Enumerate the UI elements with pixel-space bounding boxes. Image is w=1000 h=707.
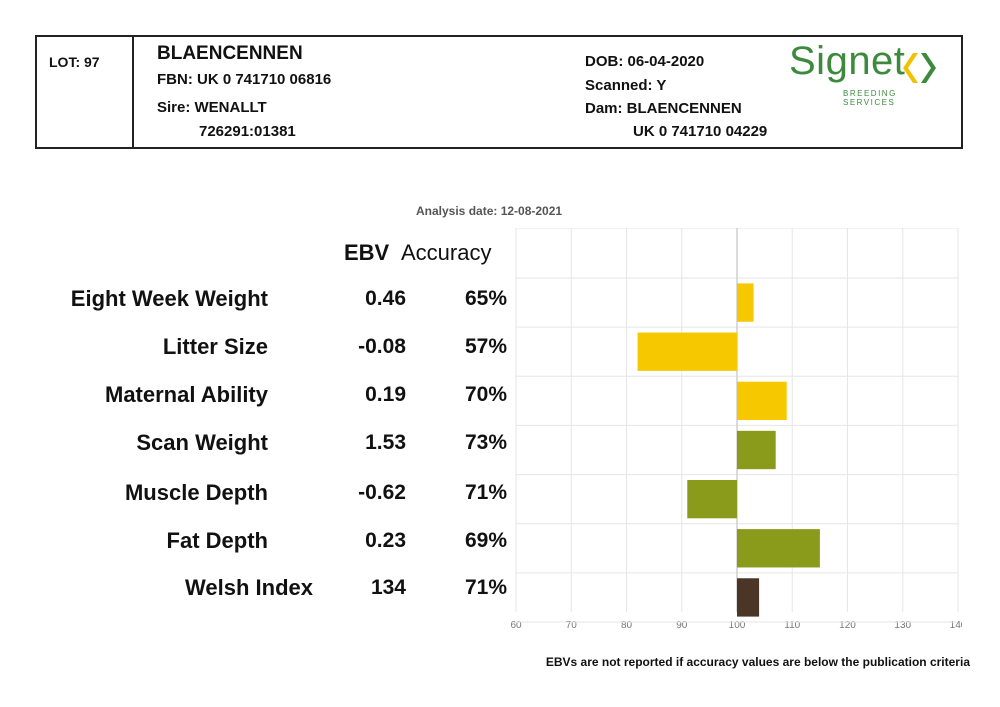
x-tick-label: 130	[894, 620, 911, 631]
ebv-column-header: EBV	[344, 240, 390, 265]
trait-label: Welsh Index	[185, 575, 313, 600]
accuracy-value: 69%	[464, 529, 507, 552]
accuracy-value: 57%	[464, 335, 507, 358]
trait-label: Muscle Depth	[124, 480, 268, 505]
x-tick-label: 70	[566, 620, 578, 631]
trait-label: Scan Weight	[136, 430, 268, 455]
lot-number: LOT: 97	[49, 54, 100, 70]
bar-welsh-index	[737, 578, 760, 617]
logo-subtitle: BREEDING SERVICES	[843, 89, 897, 107]
ebv-value: 134	[370, 576, 406, 599]
ebv-value: 0.23	[365, 529, 406, 552]
x-tick-label: 140	[950, 620, 962, 631]
analysis-date: Analysis date: 12-08-2021	[416, 204, 563, 218]
x-tick-label: 120	[839, 620, 856, 631]
x-tick-label: 110	[784, 620, 800, 631]
footnote: EBVs are not reported if accuracy values…	[545, 655, 970, 669]
header-box: LOT: 97 BLAENCENNEN FBN: UK 0 741710 068…	[35, 35, 963, 149]
ebv-value: 0.46	[365, 287, 406, 310]
signet-logo: Signet BREEDING SERVICES	[789, 39, 949, 107]
bar-maternal-ability	[737, 381, 787, 421]
ebv-bar-chart: 60 70 80 90 100 110 120 130 140	[510, 228, 962, 631]
accuracy-value: 71%	[464, 576, 507, 599]
dam-id: UK 0 741710 04229	[633, 123, 768, 140]
bar-scan-weight	[737, 430, 776, 470]
accuracy-column-header: Accuracy	[401, 240, 492, 265]
ebv-value: -0.08	[358, 335, 406, 358]
accuracy-value: 73%	[464, 431, 507, 454]
sire-id: 726291:01381	[199, 123, 296, 140]
bar-fat-depth	[737, 529, 820, 568]
accuracy-value: 70%	[464, 383, 507, 406]
bar-eight-week-weight	[737, 283, 754, 322]
x-tick-label: 60	[510, 620, 522, 631]
x-tick-label: 90	[676, 620, 688, 631]
accuracy-value: 71%	[464, 481, 507, 504]
dam-name: Dam: BLAENCENNEN	[585, 100, 742, 117]
accuracy-value: 65%	[464, 287, 507, 310]
date-of-birth: DOB: 06-04-2020	[585, 53, 705, 70]
trait-label: Eight Week Weight	[70, 286, 268, 311]
fbn-number: FBN: UK 0 741710 06816	[157, 71, 332, 88]
ebv-value: -0.62	[358, 481, 406, 504]
sire-name: Sire: WENALLT	[157, 99, 267, 116]
trait-label: Litter Size	[162, 334, 268, 359]
x-tick-label: 100	[729, 620, 746, 631]
scanned-status: Scanned: Y	[585, 77, 667, 94]
ebv-value: 1.53	[365, 431, 406, 454]
bar-litter-size	[637, 332, 737, 371]
trait-label: Fat Depth	[166, 528, 268, 553]
trait-label: Maternal Ability	[105, 382, 268, 407]
animal-name: BLAENCENNEN	[157, 43, 303, 64]
bar-muscle-depth	[687, 479, 737, 519]
x-tick-label: 80	[621, 620, 633, 631]
chevrons-logo-icon	[903, 53, 936, 83]
logo-wordmark: Signet	[789, 39, 906, 83]
ebv-value: 0.19	[365, 383, 406, 406]
header-divider	[132, 37, 134, 147]
